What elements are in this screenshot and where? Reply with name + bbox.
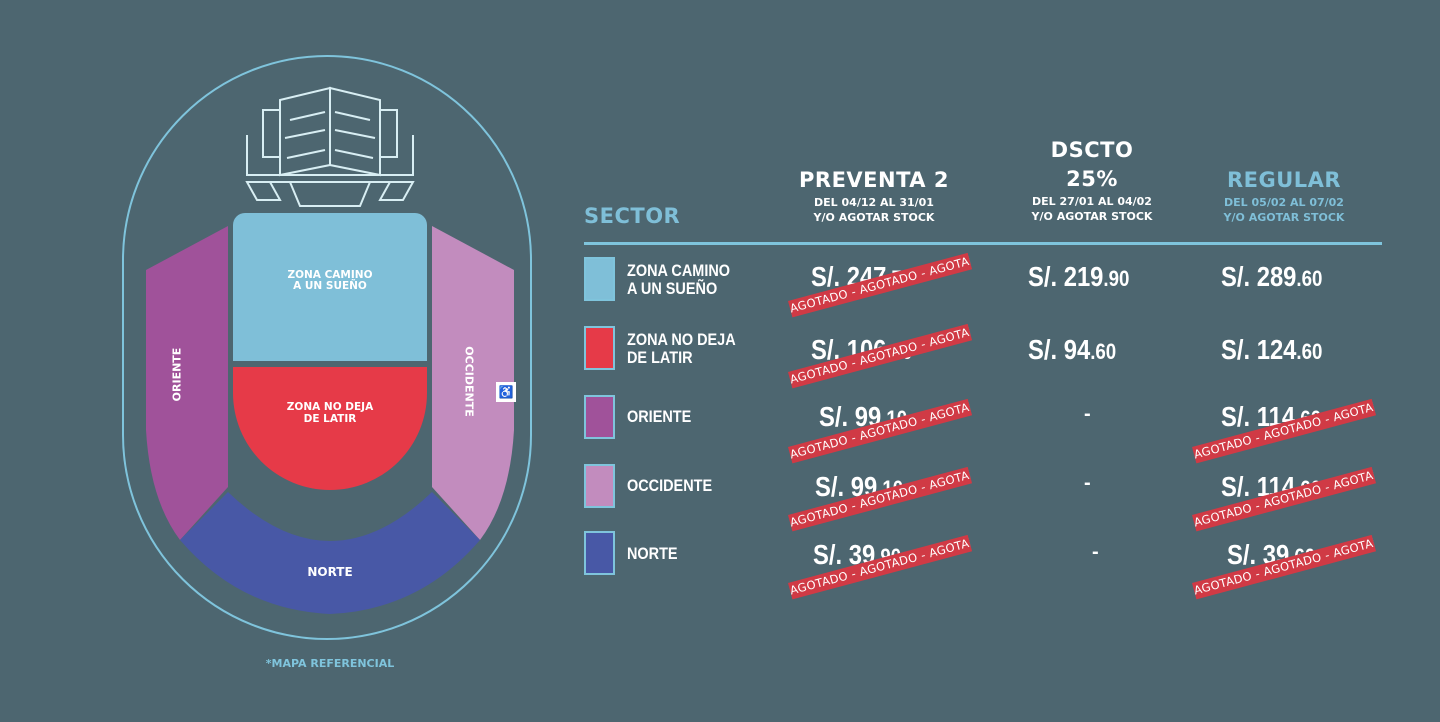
table-row: NORTE S/. 39.90 AGOTADO - AGOTADO - AGOT… <box>584 531 1382 600</box>
venue-map: ZONA CAMINO A UN SUEÑO ZONA NO DEJA DE L… <box>0 0 560 722</box>
table-row: OCCIDENTE S/. 99.10 AGOTADO - AGOTADO - … <box>584 464 1382 532</box>
column-dscto-header: DSCTO 25% DEL 27/01 AL 04/02 Y/O AGOTAR … <box>1031 138 1153 223</box>
color-swatch <box>584 395 615 439</box>
sector-name: ZONA CAMINO A UN SUEÑO <box>627 261 731 298</box>
side-sections <box>146 226 514 614</box>
price-dscto: S/. 219.90 <box>1028 261 1130 292</box>
sector-header: SECTOR <box>584 204 681 228</box>
zone-oriente-label[interactable]: ORIENTE <box>170 347 184 402</box>
header-divider <box>584 242 1382 245</box>
zone-occidente-label[interactable]: OCCIDENTE <box>462 346 476 417</box>
price-dscto: S/. 94.60 <box>1028 334 1117 365</box>
price-dscto-unavailable: - <box>1092 541 1099 563</box>
sector-name: NORTE <box>627 544 678 563</box>
price-regular: S/. 124.60 <box>1221 334 1323 365</box>
stage-icon <box>245 86 415 207</box>
color-swatch <box>584 464 615 508</box>
zone-norte-label[interactable]: NORTE <box>307 565 353 579</box>
price-dscto-unavailable: - <box>1084 403 1091 425</box>
color-swatch <box>584 326 615 370</box>
venue-outline <box>122 55 532 640</box>
price-dscto-unavailable: - <box>1084 472 1091 494</box>
sector-name: ZONA NO DEJA DE LATIR <box>627 330 736 367</box>
zone-camino-a-un-sueno[interactable]: ZONA CAMINO A UN SUEÑO <box>233 213 427 361</box>
sector-name: ORIENTE <box>627 407 692 426</box>
price-regular: S/. 289.60 <box>1221 261 1323 292</box>
table-row: ZONA NO DEJA DE LATIR S/. 106.60 AGOTADO… <box>584 323 1382 389</box>
sector-name: OCCIDENTE <box>627 476 713 495</box>
column-regular-header: REGULAR DEL 05/02 AL 07/02 Y/O AGOTAR ST… <box>1223 168 1345 224</box>
color-swatch <box>584 531 615 575</box>
color-swatch <box>584 257 615 301</box>
table-row: ORIENTE S/. 99.10 AGOTADO - AGOTADO - AG… <box>584 395 1382 464</box>
table-row: ZONA CAMINO A UN SUEÑO S/. 247.75 AGOTAD… <box>584 252 1382 318</box>
wheelchair-icon: ♿ <box>496 382 516 402</box>
column-preventa-header: PREVENTA 2 DEL 04/12 AL 31/01 Y/O AGOTAR… <box>799 168 949 224</box>
map-disclaimer: *MAPA REFERENCIAL <box>265 657 395 670</box>
